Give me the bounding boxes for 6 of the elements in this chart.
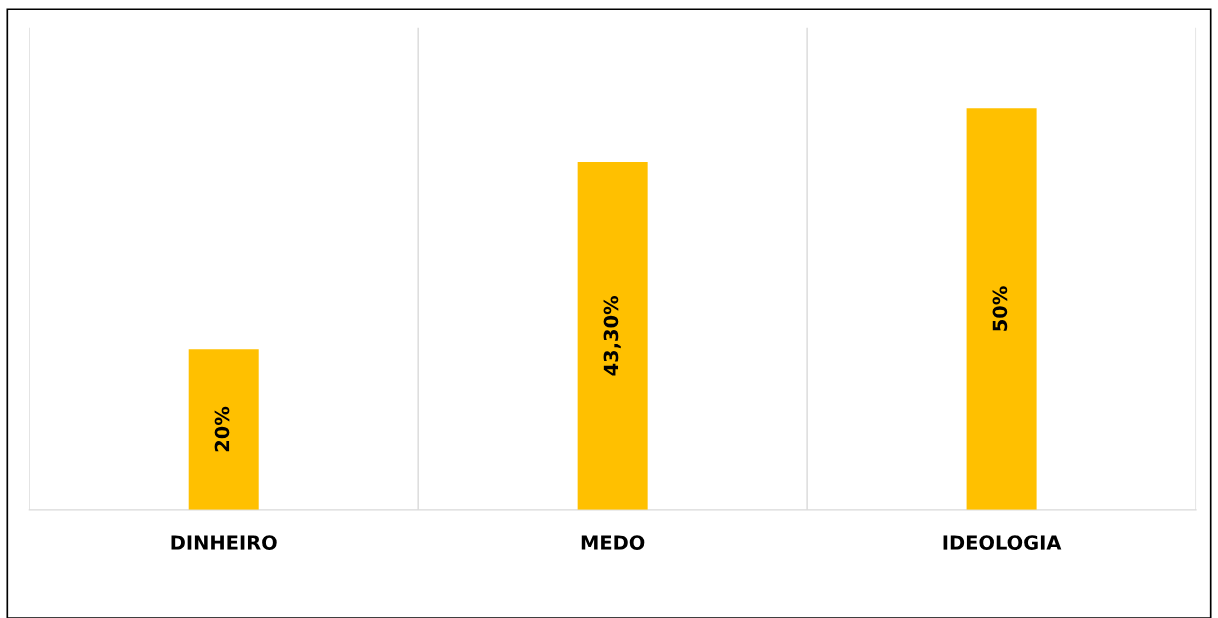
- data-label: 20%: [214, 406, 230, 452]
- data-label: 50%: [992, 286, 1008, 331]
- x-tick-label: IDEOLOGIA: [943, 535, 1062, 550]
- data-label: 43,30%: [603, 296, 621, 376]
- x-tick-label: MEDO: [581, 535, 645, 550]
- x-tick-label: DINHEIRO: [171, 535, 277, 550]
